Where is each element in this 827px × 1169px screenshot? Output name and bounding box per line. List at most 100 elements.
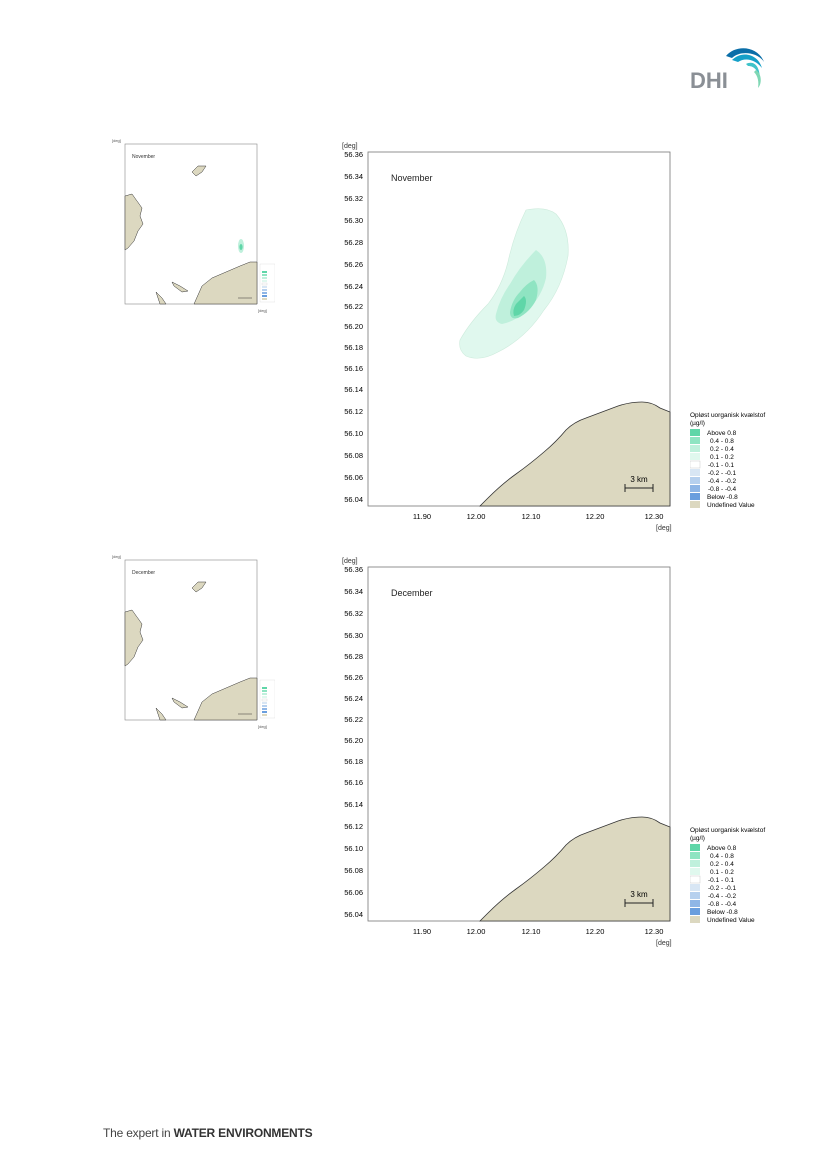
y-tick: 56.16 [344, 778, 363, 787]
y-unit-label: [deg] [342, 558, 358, 565]
x-tick: 12.10 [522, 927, 541, 936]
legend-item: -0.2 - -0.1 [708, 470, 737, 477]
overview-map-november: November [deg] [deg] [110, 136, 276, 321]
legend-title: Opløst uorganisk kvælstof [690, 827, 765, 834]
legend-title: Opløst uorganisk kvælstof [690, 412, 765, 419]
overview-unit-label: [deg] [112, 138, 121, 143]
scale-label: 3 km [630, 890, 648, 899]
legend-item: Undefined Value [707, 917, 755, 924]
x-tick: 12.30 [645, 927, 664, 936]
legend-item: Below -0.8 [707, 494, 738, 501]
legend-december: Opløst uorganisk kvælstof (µg/l) Above 0… [689, 825, 790, 925]
y-tick: 56.12 [344, 407, 363, 416]
y-ticks: 56.36 56.34 56.32 56.30 56.28 56.26 56.2… [344, 150, 363, 504]
x-tick: 12.00 [467, 927, 486, 936]
legend-item: Above 0.8 [707, 430, 737, 437]
logo-wave-4 [754, 70, 761, 88]
y-tick: 56.16 [344, 364, 363, 373]
y-tick: 56.24 [344, 282, 363, 291]
y-tick: 56.36 [344, 150, 363, 159]
legend-item: -0.8 - -0.4 [708, 486, 737, 493]
scale-bar: 3 km [624, 475, 654, 492]
y-tick: 56.36 [344, 565, 363, 574]
legend-item: 0.4 - 0.8 [710, 438, 734, 445]
legend-item: -0.4 - -0.2 [708, 478, 737, 485]
logo-wave-3 [746, 62, 760, 80]
y-tick: 56.28 [344, 238, 363, 247]
map-november: [deg] 56.36 56.34 56.32 56.30 56.28 56.2… [330, 138, 720, 533]
y-tick: 56.10 [344, 844, 363, 853]
y-ticks: 56.36 56.34 56.32 56.30 56.28 56.26 56.2… [344, 565, 363, 919]
y-tick: 56.04 [344, 910, 363, 919]
legend-item: 0.4 - 0.8 [710, 853, 734, 860]
y-tick: 56.26 [344, 260, 363, 269]
overview-unit-label: [deg] [112, 554, 121, 559]
x-tick: 12.10 [522, 512, 541, 521]
logo-wave-2 [732, 54, 762, 68]
y-tick: 56.06 [344, 473, 363, 482]
legend-item: -0.1 - 0.1 [708, 462, 734, 469]
y-tick: 56.24 [344, 694, 363, 703]
map-december: [deg] 56.36 56.34 56.32 56.30 56.28 56.2… [330, 553, 720, 948]
y-tick: 56.30 [344, 216, 363, 225]
legend-unit: (µg/l) [690, 420, 705, 427]
overview-month-label: November [132, 154, 155, 160]
y-tick: 56.28 [344, 652, 363, 661]
y-tick: 56.34 [344, 172, 363, 181]
y-tick: 56.20 [344, 322, 363, 331]
x-ticks: 11.90 12.00 12.10 12.20 12.30 [413, 927, 664, 936]
coastline-land [479, 401, 671, 507]
legend-item: 0.2 - 0.4 [710, 446, 734, 453]
x-tick: 12.30 [645, 512, 664, 521]
tagline-prefix: The expert in [103, 1126, 174, 1140]
y-tick: 56.06 [344, 888, 363, 897]
x-unit-label: [deg] [656, 940, 672, 947]
x-tick: 12.20 [586, 512, 605, 521]
x-tick: 12.00 [467, 512, 486, 521]
footer-tagline: The expert in WATER ENVIRONMENTS [103, 1126, 313, 1140]
legend-item: -0.2 - -0.1 [708, 885, 737, 892]
legend-item: 0.1 - 0.2 [710, 869, 734, 876]
y-tick: 56.18 [344, 757, 363, 766]
overview-x-unit-label: [deg] [258, 308, 267, 313]
x-ticks: 11.90 12.00 12.10 12.20 12.30 [413, 512, 664, 521]
y-tick: 56.30 [344, 631, 363, 640]
dhi-logo: DHI [688, 44, 768, 94]
legend-item: Above 0.8 [707, 845, 737, 852]
concentration-plume [459, 208, 569, 359]
y-tick: 56.14 [344, 385, 363, 394]
legend-november: Opløst uorganisk kvælstof (µg/l) Above 0… [689, 410, 790, 510]
y-tick: 56.22 [344, 715, 363, 724]
month-label: November [391, 173, 433, 183]
legend-item: Undefined Value [707, 502, 755, 509]
y-tick: 56.04 [344, 495, 363, 504]
overview-x-unit-label: [deg] [258, 724, 267, 729]
logo-text: DHI [690, 68, 728, 93]
legend-unit: (µg/l) [690, 835, 705, 842]
y-tick: 56.10 [344, 429, 363, 438]
legend-item: 0.1 - 0.2 [710, 454, 734, 461]
month-label: December [391, 588, 433, 598]
legend-item: Below -0.8 [707, 909, 738, 916]
x-tick: 11.90 [413, 927, 431, 936]
y-tick: 56.08 [344, 866, 363, 875]
x-unit-label: [deg] [656, 525, 672, 532]
y-tick: 56.20 [344, 736, 363, 745]
y-tick: 56.22 [344, 302, 363, 311]
y-tick: 56.32 [344, 194, 363, 203]
y-tick: 56.32 [344, 609, 363, 618]
y-tick: 56.18 [344, 343, 363, 352]
x-tick: 11.90 [413, 512, 431, 521]
legend-item: -0.4 - -0.2 [708, 893, 737, 900]
tagline-bold: WATER ENVIRONMENTS [173, 1126, 313, 1140]
y-tick: 56.26 [344, 673, 363, 682]
overview-month-label: December [132, 570, 155, 576]
scale-label: 3 km [630, 475, 648, 484]
y-tick: 56.12 [344, 822, 363, 831]
legend-item: -0.8 - -0.4 [708, 901, 737, 908]
legend-item: 0.2 - 0.4 [710, 861, 734, 868]
legend-item: -0.1 - 0.1 [708, 877, 734, 884]
y-tick: 56.34 [344, 587, 363, 596]
logo-wave-1 [726, 48, 764, 62]
y-unit-label: [deg] [342, 143, 358, 150]
